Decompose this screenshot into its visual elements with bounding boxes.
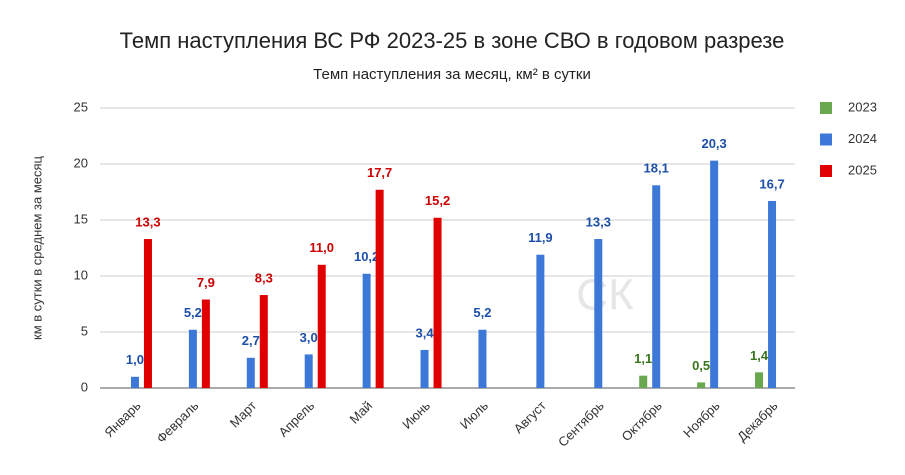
y-tick-label: 0 [81,379,88,394]
bar [639,375,648,388]
legend-label: 2023 [848,99,877,114]
bar [420,349,429,388]
legend-swatch [820,102,832,114]
value-label: 18,1 [644,161,669,176]
legend-label: 2024 [848,131,877,146]
x-tick-label: Май [347,398,376,427]
bar [304,354,313,388]
value-label: 5,2 [473,305,491,320]
y-tick-label: 10 [74,267,88,282]
bar [710,160,719,388]
value-label: 11,9 [528,230,553,245]
value-label: 7,9 [197,275,215,290]
bar [130,376,139,388]
x-tick-label: Ноябрь [680,398,723,441]
x-tick-label: Март [227,398,260,431]
bar [478,329,487,388]
value-label: 3,4 [416,325,435,340]
x-tick-label: Декабрь [734,398,781,445]
bar [697,382,706,388]
value-label: 2,7 [242,333,260,348]
y-tick-label: 15 [74,211,88,226]
x-tick-label: Октябрь [619,398,665,444]
chart-subtitle: Темп наступления за месяц, км² в сутки [313,66,591,83]
value-label: 11,0 [309,240,334,255]
x-tick-label: Август [511,398,549,436]
bar [246,357,255,388]
bar [768,200,777,388]
chart-title: Темп наступления ВС РФ 2023-25 в зоне СВ… [120,28,785,53]
bar [755,372,764,388]
bar [433,217,442,388]
x-tick-label: Сентябрь [555,398,607,450]
value-label: 20,3 [701,136,726,151]
x-tick-label: Июнь [399,398,433,432]
legend-label: 2025 [848,162,877,177]
value-label: 16,7 [759,176,784,191]
x-tick-label: Февраль [153,398,201,446]
y-tick-label: 25 [74,99,88,114]
bar [188,329,197,388]
value-label: 3,0 [300,330,318,345]
legend-swatch [820,133,832,146]
bar [201,299,210,388]
value-label: 1,4 [750,348,769,363]
value-label: 17,7 [367,165,392,180]
value-label: 13,3 [586,214,611,229]
bar [594,239,603,388]
value-label: 5,2 [184,305,202,320]
value-label: 0,5 [692,358,710,373]
bar [536,254,545,388]
y-tick-label: 20 [74,155,88,170]
value-label: 1,1 [634,351,652,366]
bar [362,273,371,388]
bar [652,185,661,388]
x-tick-label: Июль [457,398,491,432]
value-label: 10,2 [354,249,379,264]
bar [143,239,152,388]
bar [375,189,384,388]
value-label: 8,3 [255,270,273,285]
y-axis-label: км в сутки в среднем за месяц [29,155,44,340]
value-label: 13,3 [135,214,160,229]
x-tick-label: Январь [101,398,143,440]
legend-swatch [820,165,832,177]
value-label: 1,0 [126,352,144,367]
watermark: СК [576,271,634,320]
value-label: 15,2 [425,193,450,208]
bar [259,295,268,388]
x-tick-label: Апрель [275,398,317,440]
bar [317,264,326,388]
y-tick-label: 5 [81,323,88,338]
